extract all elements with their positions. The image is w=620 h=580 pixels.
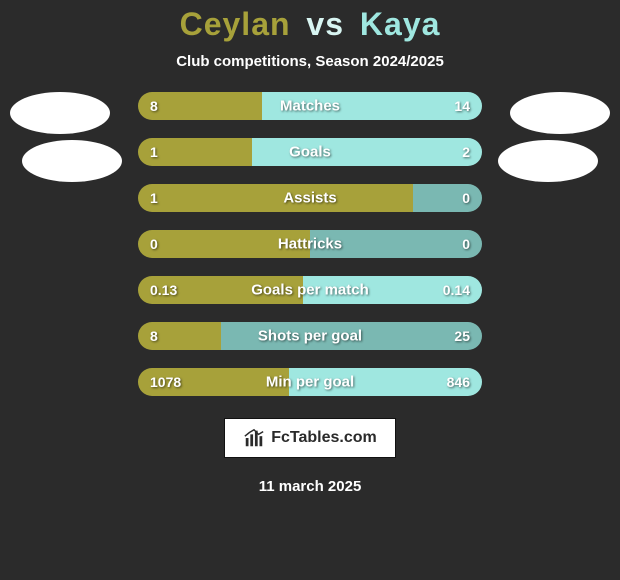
- stat-row: 0 Hattricks 0: [138, 230, 482, 258]
- stat-value-right: 846: [447, 374, 470, 390]
- stat-label: Goals per match: [251, 282, 369, 299]
- brand-badge: FcTables.com: [224, 418, 396, 458]
- chart-area: 8 Matches 14 1 Goals 2 1 Assists 0 0 Hattricks 0 0.1…: [0, 92, 620, 396]
- stat-label: Goals: [289, 144, 331, 161]
- player2-name: Kaya: [360, 6, 441, 42]
- player1-avatar-icon: [10, 92, 110, 134]
- subtitle: Club competitions, Season 2024/2025: [176, 53, 444, 70]
- stat-value-right: 14: [454, 98, 470, 114]
- stat-value-left: 0.13: [150, 282, 177, 298]
- stat-row: 8 Shots per goal 25: [138, 322, 482, 350]
- stat-value-left: 1078: [150, 374, 181, 390]
- infographic-container: Ceylan vs Kaya Club competitions, Season…: [0, 0, 620, 580]
- stat-value-right: 25: [454, 328, 470, 344]
- stat-value-left: 0: [150, 236, 158, 252]
- stat-value-left: 1: [150, 144, 158, 160]
- stat-label: Hattricks: [278, 236, 342, 253]
- stat-fill-right: [252, 138, 482, 166]
- stat-row: 1078 Min per goal 846: [138, 368, 482, 396]
- stat-row: 0.13 Goals per match 0.14: [138, 276, 482, 304]
- stat-value-left: 8: [150, 98, 158, 114]
- stat-value-left: 8: [150, 328, 158, 344]
- stat-bars: 8 Matches 14 1 Goals 2 1 Assists 0 0 Hattricks 0 0.1…: [138, 92, 482, 396]
- stat-row: 8 Matches 14: [138, 92, 482, 120]
- stat-label: Assists: [283, 190, 336, 207]
- stat-value-right: 0: [462, 190, 470, 206]
- stat-fill-left: [138, 184, 413, 212]
- date-label: 11 march 2025: [259, 478, 362, 495]
- stat-row: 1 Goals 2: [138, 138, 482, 166]
- player2-shadow-icon: [498, 140, 598, 182]
- stat-label: Min per goal: [266, 374, 354, 391]
- player1-shadow-icon: [22, 140, 122, 182]
- stat-value-right: 0.14: [443, 282, 470, 298]
- stat-value-right: 0: [462, 236, 470, 252]
- vs-label: vs: [306, 6, 344, 42]
- stat-label: Matches: [280, 98, 340, 115]
- stat-value-right: 2: [462, 144, 470, 160]
- stat-label: Shots per goal: [258, 328, 362, 345]
- title: Ceylan vs Kaya: [180, 6, 441, 43]
- stat-fill-right: [413, 184, 482, 212]
- stat-value-left: 1: [150, 190, 158, 206]
- brand-text: FcTables.com: [271, 429, 377, 447]
- stat-row: 1 Assists 0: [138, 184, 482, 212]
- player1-name: Ceylan: [180, 6, 291, 42]
- player2-avatar-icon: [510, 92, 610, 134]
- chart-icon: [243, 427, 265, 449]
